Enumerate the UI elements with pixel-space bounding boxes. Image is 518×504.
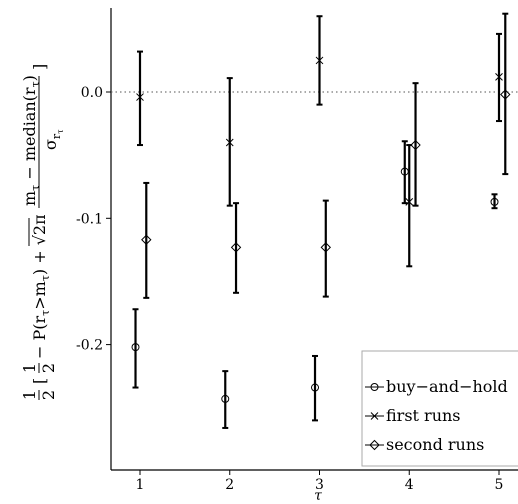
x-axis-label: τ	[314, 488, 322, 504]
ylabel-frac2-den: 2	[39, 363, 58, 373]
ylabel-frac3-den: σrτ	[41, 129, 65, 150]
ylabel-num-close: )	[20, 75, 39, 81]
ylabel-frac1-num: 1	[20, 390, 39, 400]
series-cross	[136, 15, 503, 268]
data-point	[311, 383, 320, 392]
data-point	[136, 93, 144, 101]
x-tick-label: 1	[136, 477, 145, 493]
ylabel-p-mid: >m	[30, 281, 49, 310]
series-circle	[131, 140, 499, 429]
legend-marker	[370, 412, 379, 420]
data-point	[495, 72, 503, 81]
series-diamond	[141, 12, 511, 299]
y-axis-label: 1 2 [ 1 2 − P(rτ>mτ) + √2π mτ − median(r…	[20, 64, 65, 400]
ylabel-bracket-close: ]	[30, 64, 49, 70]
legend: buy−and−hold first runs second runs	[361, 350, 518, 467]
data-point	[315, 56, 324, 65]
x-tick-label: 2	[225, 477, 234, 493]
legend-label: second runs	[386, 435, 484, 454]
data-point	[500, 89, 511, 100]
ylabel-num-median: − median(r	[20, 87, 39, 185]
data-point	[221, 394, 230, 403]
x-tick-label: 4	[405, 477, 414, 493]
legend-box	[361, 350, 518, 467]
data-point	[405, 198, 414, 206]
marks	[131, 12, 511, 429]
ylabel-frac1-den: 2	[39, 390, 58, 400]
x-tick-label: 5	[495, 477, 504, 493]
ylabel-frac3-num: mτ − median(rτ)	[20, 75, 42, 206]
ylabel-num-m: m	[20, 191, 39, 206]
data-point	[410, 139, 421, 151]
ylabel-bracket-open: [	[30, 378, 49, 384]
ylabel-den-sigma: σ	[41, 139, 60, 150]
data-point	[141, 234, 152, 245]
y-tick-label: -0.1	[76, 211, 103, 227]
ylabel-num-sub2: τ	[29, 81, 42, 87]
data-point	[131, 343, 140, 352]
data-point	[490, 197, 499, 206]
legend-items: buy−and−hold first runs second runs	[365, 377, 508, 454]
ylabel-p-close: ) + √2π	[30, 214, 49, 275]
ylabel-frac2-num: 1	[20, 363, 39, 373]
ylabel-p-open: − P(r	[30, 316, 49, 360]
ylabel-num-sub1: τ	[29, 185, 42, 191]
ylabel-den-sub-r: r	[50, 133, 63, 139]
ylabel-main-term: − P(rτ>mτ) + √2π	[30, 214, 52, 359]
legend-label: first runs	[386, 406, 461, 425]
legend-label: buy−and−hold	[386, 377, 508, 396]
legend-marker	[370, 383, 379, 391]
legend-marker	[369, 439, 380, 451]
y-tick-label: -0.2	[76, 338, 103, 354]
ylabel-p-sub1: τ	[39, 310, 52, 316]
ylabel-p-sub2: τ	[39, 275, 52, 281]
ticks: 1 2 3 4 5 0.0 -0.1 -0.2	[76, 85, 503, 493]
data-point	[320, 242, 331, 253]
x-tick-label: 3	[315, 477, 324, 493]
ylabel-den-sub-tau: τ	[56, 129, 65, 134]
y-tick-label: 0.0	[81, 85, 103, 101]
data-point	[225, 138, 234, 147]
data-point	[230, 242, 242, 253]
